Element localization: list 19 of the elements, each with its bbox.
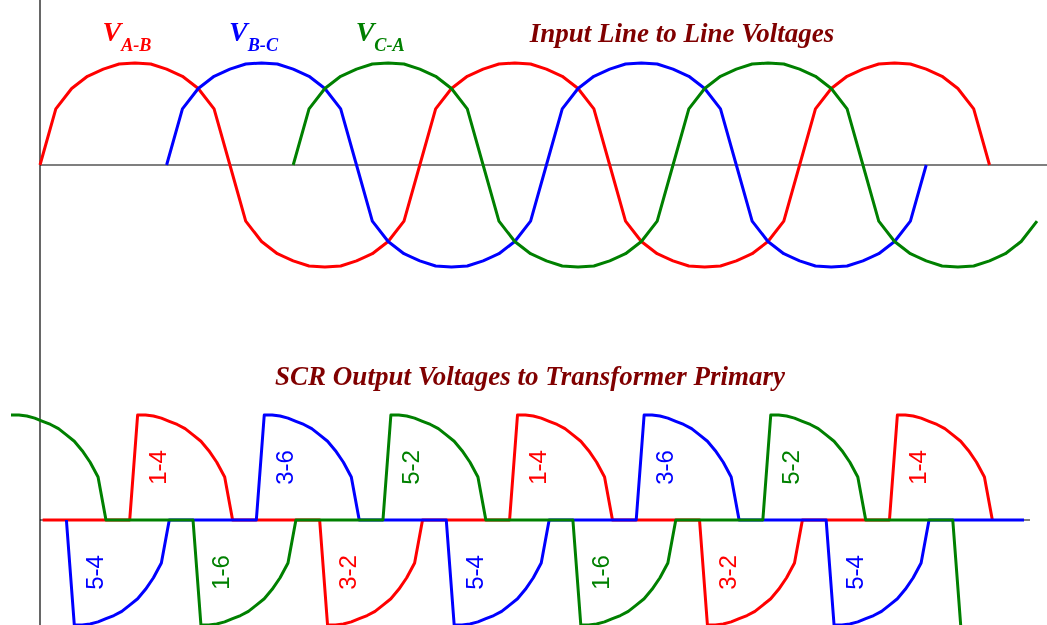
annotation: 5-4: [460, 555, 488, 590]
annotation: 1-4: [144, 450, 172, 485]
chart-title: Input Line to Line Voltages: [528, 18, 835, 48]
series-label: V$_{C-A}$: [355, 16, 405, 55]
annotation: 5-4: [840, 555, 868, 590]
series-label: V$_{B-C}$: [229, 16, 279, 55]
annotation: 1-4: [524, 450, 551, 485]
chart-title: SCR Output Voltages to Transformer Primary: [275, 361, 786, 391]
annotation: 3-6: [270, 450, 298, 485]
annotation: 1-6: [207, 555, 235, 590]
annotation: 1-4: [903, 450, 931, 485]
annotation: 5-4: [80, 555, 108, 590]
annotation: 3-2: [713, 555, 741, 590]
annotation: 3-6: [650, 450, 678, 485]
annotation: 1-6: [587, 555, 615, 590]
annotation: 3-2: [334, 555, 362, 590]
annotation: 5-2: [397, 450, 425, 485]
annotation: 5-2: [777, 450, 805, 485]
series-label: V$_{A-B}$: [102, 16, 152, 55]
